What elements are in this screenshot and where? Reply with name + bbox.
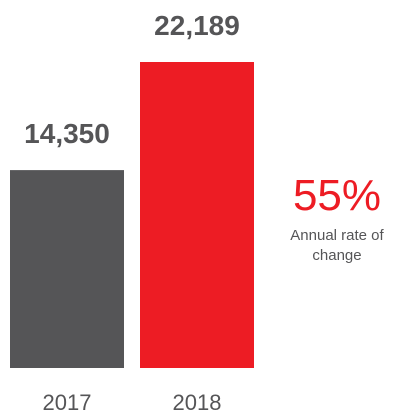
category-label-2018: 2018 [173,390,222,415]
annual-rate-value: 55% [292,171,382,220]
value-label-2017: 14,350 [24,118,110,149]
category-label-2017: 2017 [43,390,92,415]
annual-rate-caption: Annual rate of change [290,227,384,264]
bar-2017 [10,170,124,368]
bar-2018 [140,62,254,368]
value-label-2018: 22,189 [154,10,240,41]
annual-rate-annotation: 55% Annual rate of change [278,172,396,266]
